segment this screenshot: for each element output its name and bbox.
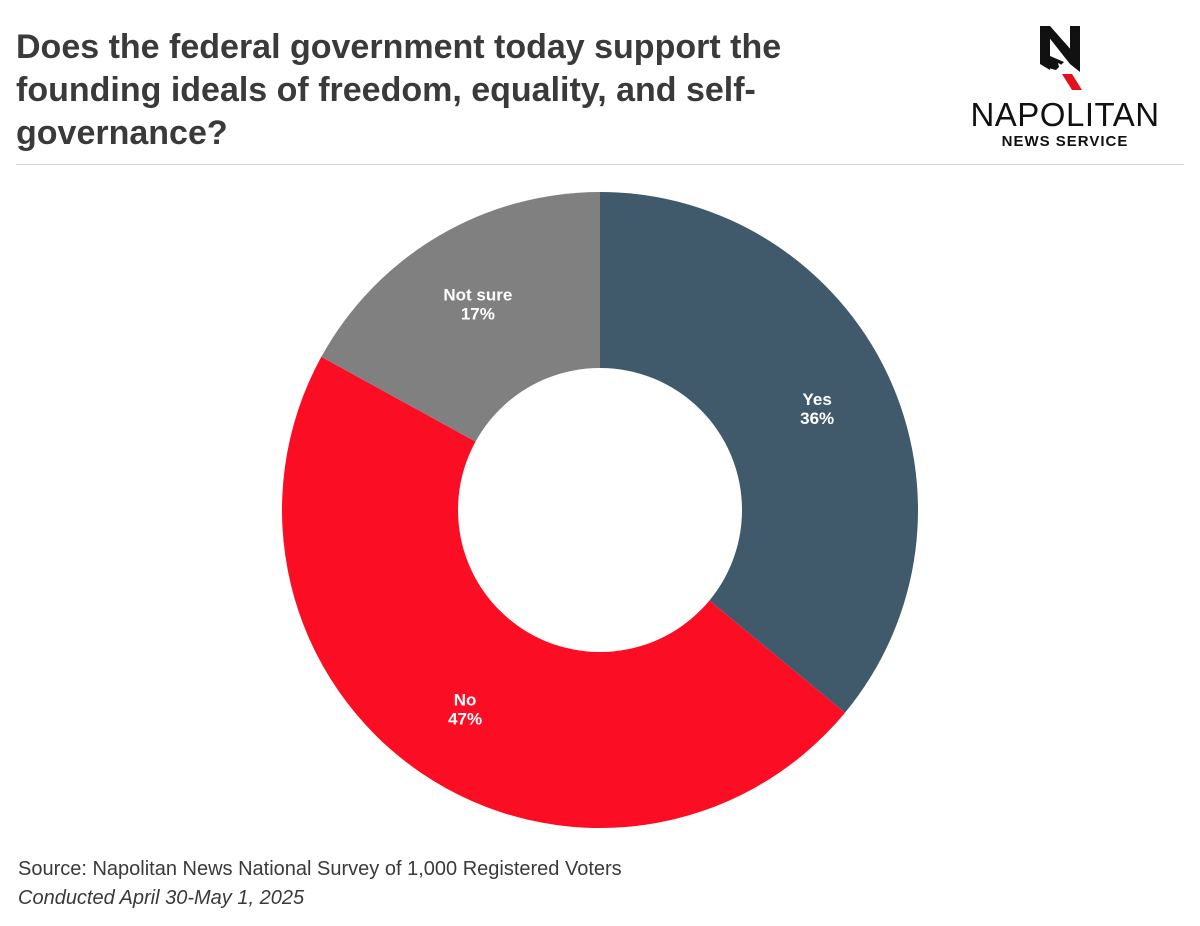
- slice-value-yes: 36%: [800, 409, 834, 428]
- slice-value-not-sure: 17%: [461, 304, 495, 323]
- donut-hole: [458, 368, 742, 652]
- chart-header: Does the federal government today suppor…: [0, 0, 1200, 166]
- slice-label-yes: Yes: [803, 390, 832, 409]
- napolitan-n-eagle-icon: [1040, 26, 1082, 90]
- napolitan-logo: NAPOLITAN NEWS SERVICE: [960, 26, 1170, 156]
- slice-label-not-sure: Not sure: [443, 285, 512, 304]
- logo-subtitle: NEWS SERVICE: [1001, 133, 1129, 150]
- logo-name: NAPOLITAN: [970, 96, 1160, 133]
- slice-value-no: 47%: [448, 709, 482, 728]
- slice-label-no: No: [454, 690, 477, 709]
- slice-yes: [600, 192, 918, 713]
- header-divider: [16, 164, 1184, 165]
- footer-source: Source: Napolitan News National Survey o…: [18, 858, 622, 880]
- footer-conducted-date: Conducted April 30-May 1, 2025: [18, 887, 305, 909]
- chart-title: Does the federal government today suppor…: [16, 28, 782, 152]
